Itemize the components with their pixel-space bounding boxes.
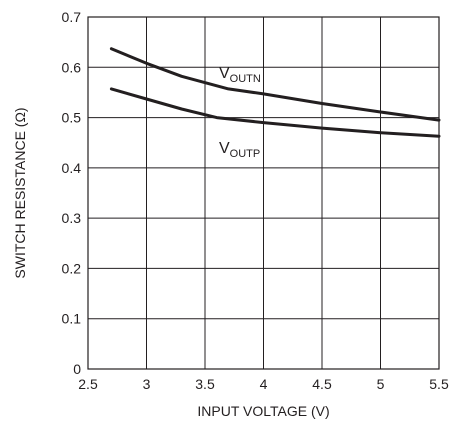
y-tick-label: 0.1 [62, 311, 82, 327]
series-line-voutp [109, 87, 441, 138]
plot-frame [87, 16, 440, 370]
y-tick-label: 0.3 [62, 210, 82, 226]
x-tick-label: 2.5 [78, 376, 98, 392]
series-line-voutn [109, 47, 441, 122]
y-tick-label: 0.5 [62, 110, 82, 126]
x-tick-label: 5.5 [429, 376, 449, 392]
series-label-voutn-sub: OUTN [230, 73, 261, 85]
curves [109, 47, 441, 138]
y-axis-title: SWITCH RESISTANCE (Ω) [12, 107, 28, 278]
x-axis-title: INPUT VOLTAGE (V) [197, 403, 329, 419]
y-tick-label: 0.6 [62, 59, 82, 75]
x-tick-labels: 2.5 3 3.5 4 4.5 5 5.5 [78, 376, 449, 392]
y-tick-label: 0 [73, 361, 81, 377]
series-label-voutp-sub: OUTP [230, 148, 261, 160]
y-tick-label: 0.4 [62, 160, 82, 176]
series-label-voutp: VOUTP [219, 140, 260, 160]
series-label-voutp-main: V [219, 140, 230, 157]
x-tick-label: 5 [377, 376, 385, 392]
y-tick-label: 0.2 [62, 260, 82, 276]
x-tick-label: 3.5 [195, 376, 215, 392]
series-label-voutn: VOUTN [219, 65, 261, 85]
x-tick-label: 4 [260, 376, 268, 392]
x-tick-label: 3 [143, 376, 151, 392]
grid [88, 17, 439, 369]
series-label-voutn-main: V [219, 65, 230, 82]
y-tick-label: 0.7 [62, 9, 82, 25]
y-tick-labels: 0 0.1 0.2 0.3 0.4 0.5 0.6 0.7 [62, 9, 82, 377]
x-tick-label: 4.5 [312, 376, 332, 392]
